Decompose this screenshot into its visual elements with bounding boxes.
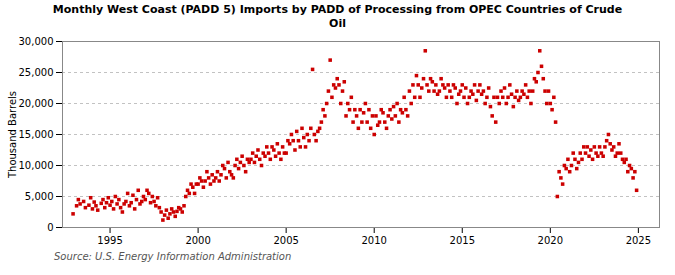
svg-text:20,000: 20,000 — [19, 97, 54, 108]
svg-text:2005: 2005 — [273, 234, 298, 245]
svg-text:10,000: 10,000 — [19, 159, 54, 170]
svg-text:5,000: 5,000 — [25, 190, 54, 201]
svg-text:Thousand Barrels: Thousand Barrels — [7, 90, 18, 178]
svg-text:2025: 2025 — [626, 234, 651, 245]
svg-text:2015: 2015 — [450, 234, 475, 245]
svg-text:0: 0 — [47, 221, 53, 232]
svg-text:2010: 2010 — [361, 234, 386, 245]
svg-text:2020: 2020 — [538, 234, 563, 245]
svg-text:25,000: 25,000 — [19, 66, 54, 77]
html-text:Monthly West Coast (PADD 5) Im: Monthly West Coast (PADD 5) Imports by P… — [52, 3, 623, 30]
svg-text:15,000: 15,000 — [19, 128, 54, 139]
svg-text:30,000: 30,000 — [19, 35, 54, 46]
html-text:Source: U.S. Energy Informatio: Source: U.S. Energy Information Administ… — [54, 250, 292, 262]
svg-text:2000: 2000 — [185, 234, 210, 245]
svg-text:1995: 1995 — [97, 234, 122, 245]
